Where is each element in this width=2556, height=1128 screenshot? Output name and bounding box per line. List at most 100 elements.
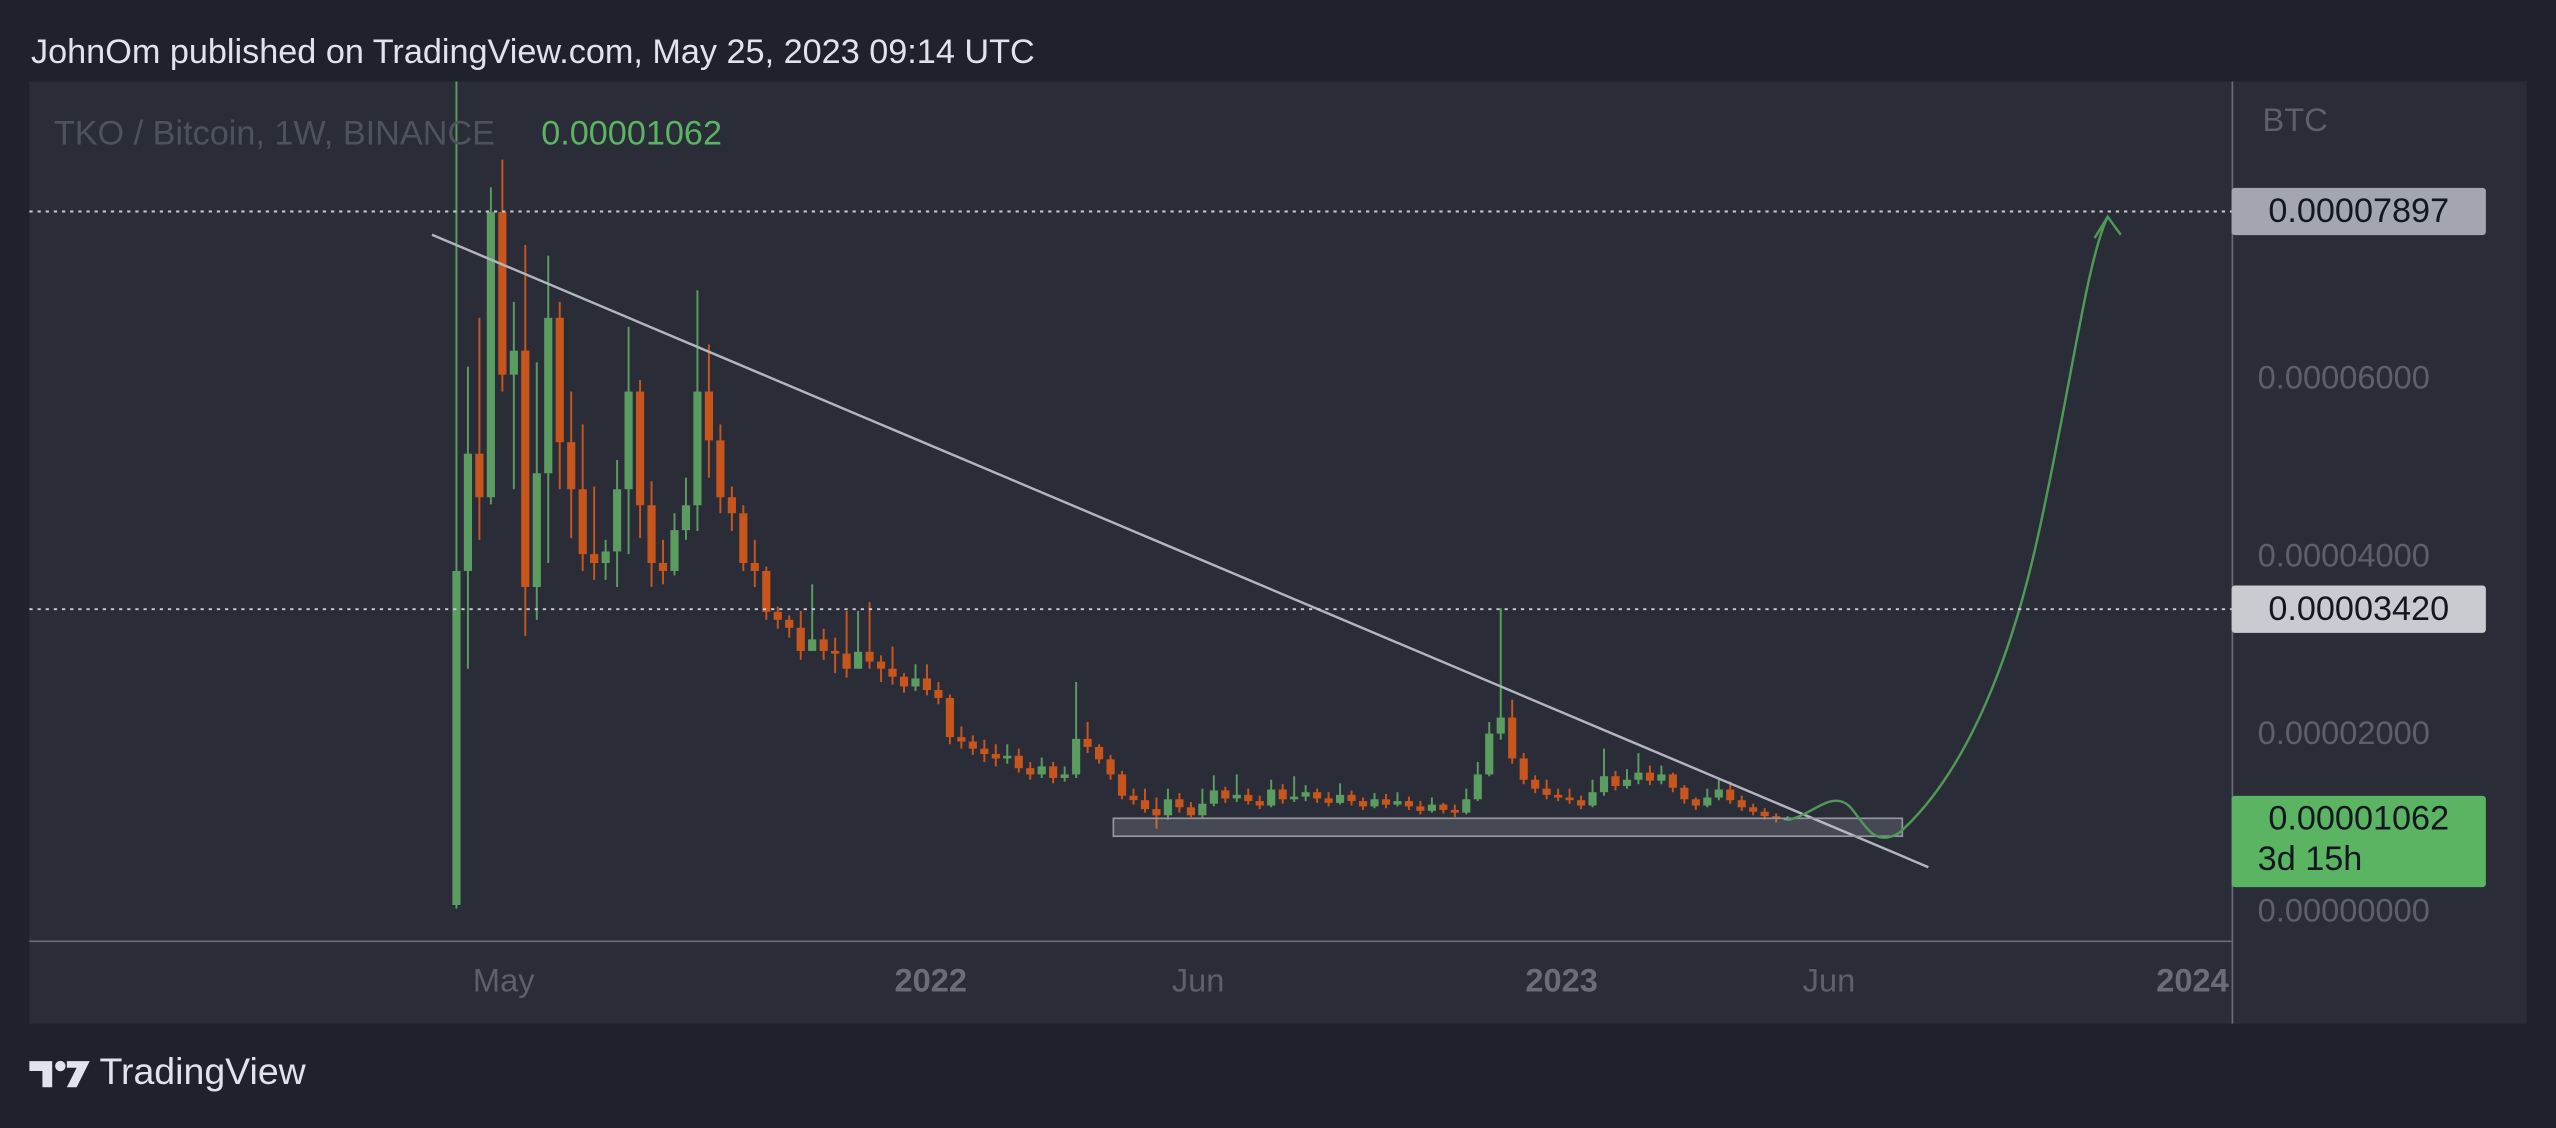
legend-last-price: 0.00001062 bbox=[541, 114, 722, 152]
candle-body bbox=[1737, 800, 1746, 808]
candle-body bbox=[1542, 788, 1551, 795]
candle-body bbox=[567, 442, 576, 490]
candle-body bbox=[842, 653, 851, 669]
candle-body bbox=[1450, 809, 1459, 813]
candle-body bbox=[1462, 799, 1471, 813]
x-tick-label: May bbox=[473, 962, 535, 999]
candle-body bbox=[1726, 789, 1735, 801]
candle-body bbox=[1565, 797, 1574, 801]
candle-body bbox=[1404, 801, 1414, 807]
x-tick-label: Jun bbox=[1172, 962, 1225, 999]
candle-body bbox=[1588, 792, 1597, 806]
candle-body bbox=[991, 753, 1000, 759]
y-tick-label: 0.00004000 bbox=[2258, 536, 2430, 573]
candle-body bbox=[785, 619, 794, 628]
candle-body bbox=[1267, 789, 1276, 806]
candle-body bbox=[1531, 779, 1540, 789]
level-label: 0.00007897 bbox=[2268, 192, 2449, 230]
candle-body bbox=[647, 505, 656, 563]
axes: 0.00000000 0.00002000 0.00004000 0.00006000… bbox=[473, 359, 2430, 999]
candle-body bbox=[1416, 806, 1425, 811]
candle-body bbox=[968, 741, 977, 749]
candle-body bbox=[1026, 768, 1035, 775]
candle-body bbox=[773, 611, 782, 620]
candle-body bbox=[831, 650, 840, 654]
candle-body bbox=[1175, 799, 1184, 808]
candle-body bbox=[1072, 738, 1081, 775]
candle-body bbox=[1749, 807, 1758, 812]
candle-body bbox=[888, 668, 897, 677]
x-tick-label: 2022 bbox=[895, 962, 968, 999]
candle-body bbox=[1381, 799, 1391, 805]
candle-body bbox=[463, 453, 473, 571]
candle-body bbox=[1680, 787, 1689, 800]
candle-body bbox=[590, 554, 599, 563]
candle-body bbox=[1611, 776, 1620, 786]
currency-label: BTC bbox=[2263, 101, 2328, 138]
candle-body bbox=[1221, 790, 1230, 799]
candle-body bbox=[1335, 794, 1345, 803]
brand-name: TradingView bbox=[99, 1050, 306, 1092]
candle-body bbox=[1290, 796, 1299, 800]
support-zone bbox=[1112, 817, 1904, 838]
candle-body bbox=[1393, 801, 1402, 805]
candle-body bbox=[762, 570, 771, 612]
bar-countdown: 3d 15h bbox=[2258, 840, 2363, 878]
x-tick-label: 2023 bbox=[1525, 962, 1598, 999]
candle-body bbox=[1496, 717, 1505, 734]
logo-mark bbox=[66, 1061, 90, 1088]
logo-mark bbox=[29, 1061, 53, 1088]
candle-body bbox=[1163, 799, 1173, 816]
candle-body bbox=[498, 212, 507, 375]
candle-body bbox=[1358, 801, 1368, 807]
candle-body bbox=[1760, 811, 1769, 817]
candle-body bbox=[1152, 809, 1161, 816]
candle-body bbox=[704, 391, 713, 441]
candle-body bbox=[1255, 801, 1264, 806]
candle-body bbox=[670, 530, 679, 571]
candle-body bbox=[1634, 772, 1643, 780]
candle-body bbox=[452, 570, 461, 906]
brand-logo bbox=[29, 1060, 90, 1088]
candle-body bbox=[819, 639, 828, 651]
y-tick-label: 0.00002000 bbox=[2258, 714, 2430, 751]
candle-body bbox=[681, 505, 691, 531]
candle-body bbox=[1703, 797, 1712, 806]
candle-body bbox=[1657, 774, 1666, 781]
candle-body bbox=[578, 489, 587, 555]
candle-body bbox=[1508, 717, 1517, 759]
level-label-box bbox=[2231, 585, 2486, 633]
candle-body bbox=[521, 350, 530, 587]
candle-body bbox=[1198, 803, 1207, 816]
candle-body bbox=[1599, 776, 1609, 793]
candle-body bbox=[1324, 798, 1333, 803]
projection-arrow bbox=[1787, 216, 2109, 840]
candle-body bbox=[601, 551, 610, 563]
candle-body bbox=[1691, 799, 1700, 806]
candle-body bbox=[1645, 772, 1654, 781]
candle-body bbox=[613, 489, 622, 552]
candle-body bbox=[1014, 755, 1023, 769]
candle-body bbox=[934, 690, 943, 699]
candle-body bbox=[624, 391, 633, 490]
candle-body bbox=[899, 676, 909, 687]
candle-body bbox=[750, 562, 759, 571]
candles bbox=[452, 81, 1792, 909]
candle-body bbox=[876, 661, 886, 669]
candle-body bbox=[1313, 792, 1322, 799]
candle-body bbox=[1037, 766, 1046, 775]
candle-body bbox=[635, 391, 645, 506]
candle-body bbox=[544, 317, 553, 474]
candle-body bbox=[1244, 794, 1253, 802]
projection-arrowhead bbox=[2093, 214, 2122, 239]
candle-body bbox=[475, 453, 484, 498]
y-tick-label: 0.00000000 bbox=[2258, 892, 2430, 929]
candle-body bbox=[739, 513, 748, 563]
candle-body bbox=[1106, 759, 1115, 775]
trend-line bbox=[431, 233, 1929, 869]
candle-body bbox=[854, 651, 863, 669]
chart-panel bbox=[29, 81, 2527, 1024]
